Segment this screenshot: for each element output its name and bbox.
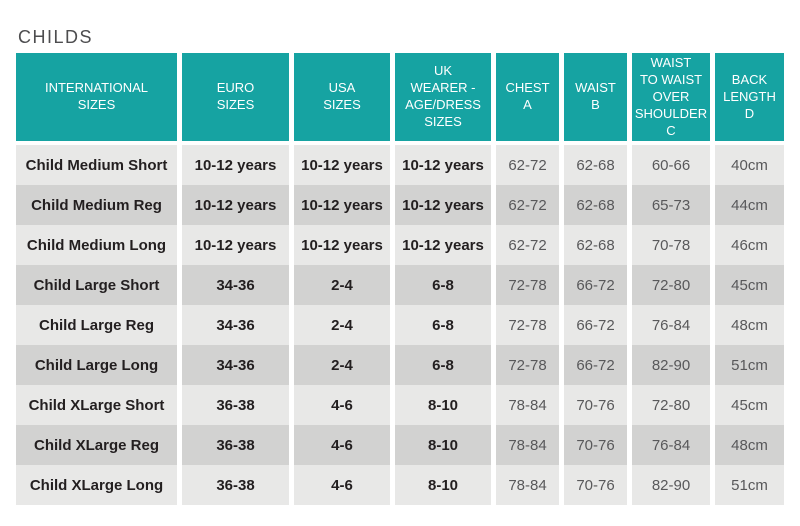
waist-cell: 70-76 — [559, 425, 627, 466]
back-length-cell: 48cm — [710, 305, 784, 346]
uk-size-cell: 8-10 — [390, 385, 491, 426]
chest-cell: 78-84 — [491, 465, 559, 506]
usa-size-cell: 10-12 years — [289, 185, 390, 226]
size-name-cell: Child Medium Long — [16, 225, 177, 266]
waist-to-waist-cell: 65-73 — [627, 185, 710, 226]
size-chart-table: INTERNATIONAL SIZES EURO SIZES USA SIZES… — [16, 53, 784, 506]
column-header-uk-wearer-sizes: UK WEARER - AGE/DRESS SIZES — [390, 53, 491, 146]
usa-size-cell: 4-6 — [289, 465, 390, 506]
page-title: CHILDS — [18, 27, 94, 47]
usa-size-cell: 2-4 — [289, 265, 390, 306]
uk-size-cell: 10-12 years — [390, 145, 491, 186]
euro-size-cell: 34-36 — [177, 345, 289, 386]
column-header-waist-to-waist-c: WAIST TO WAIST OVER SHOULDER C — [627, 53, 710, 146]
back-length-cell: 51cm — [710, 345, 784, 386]
waist-to-waist-cell: 72-80 — [627, 265, 710, 306]
column-header-euro-sizes: EURO SIZES — [177, 53, 289, 146]
table-row: Child XLarge Reg 36-38 4-6 8-10 78-84 70… — [16, 425, 784, 466]
chest-cell: 62-72 — [491, 145, 559, 186]
back-length-cell: 45cm — [710, 385, 784, 426]
table-row: Child XLarge Long 36-38 4-6 8-10 78-84 7… — [16, 465, 784, 506]
waist-cell: 62-68 — [559, 185, 627, 226]
uk-size-cell: 10-12 years — [390, 185, 491, 226]
table-row: Child Large Short 34-36 2-4 6-8 72-78 66… — [16, 265, 784, 306]
usa-size-cell: 2-4 — [289, 345, 390, 386]
chest-cell: 72-78 — [491, 305, 559, 346]
table-row: Child XLarge Short 36-38 4-6 8-10 78-84 … — [16, 385, 784, 426]
waist-to-waist-cell: 82-90 — [627, 345, 710, 386]
size-name-cell: Child XLarge Reg — [16, 425, 177, 466]
table-header-row: INTERNATIONAL SIZES EURO SIZES USA SIZES… — [16, 53, 784, 146]
waist-cell: 70-76 — [559, 465, 627, 506]
uk-size-cell: 6-8 — [390, 345, 491, 386]
table-row: Child Large Reg 34-36 2-4 6-8 72-78 66-7… — [16, 305, 784, 346]
size-name-cell: Child Large Short — [16, 265, 177, 306]
waist-cell: 62-68 — [559, 225, 627, 266]
waist-to-waist-cell: 72-80 — [627, 385, 710, 426]
usa-size-cell: 4-6 — [289, 385, 390, 426]
usa-size-cell: 2-4 — [289, 305, 390, 346]
chest-cell: 62-72 — [491, 225, 559, 266]
waist-to-waist-cell: 76-84 — [627, 305, 710, 346]
waist-cell: 70-76 — [559, 385, 627, 426]
euro-size-cell: 34-36 — [177, 305, 289, 346]
column-header-usa-sizes: USA SIZES — [289, 53, 390, 146]
size-name-cell: Child Medium Short — [16, 145, 177, 186]
euro-size-cell: 36-38 — [177, 425, 289, 466]
table-row: Child Medium Short 10-12 years 10-12 yea… — [16, 145, 784, 186]
uk-size-cell: 6-8 — [390, 305, 491, 346]
euro-size-cell: 10-12 years — [177, 145, 289, 186]
waist-to-waist-cell: 76-84 — [627, 425, 710, 466]
table-body: Child Medium Short 10-12 years 10-12 yea… — [16, 145, 784, 506]
back-length-cell: 51cm — [710, 465, 784, 506]
waist-cell: 66-72 — [559, 345, 627, 386]
column-header-chest-a: CHEST A — [491, 53, 559, 146]
waist-cell: 66-72 — [559, 265, 627, 306]
column-header-international-sizes: INTERNATIONAL SIZES — [16, 53, 177, 146]
back-length-cell: 40cm — [710, 145, 784, 186]
chest-cell: 62-72 — [491, 185, 559, 226]
chest-cell: 78-84 — [491, 385, 559, 426]
chest-cell: 72-78 — [491, 265, 559, 306]
table-row: Child Medium Long 10-12 years 10-12 year… — [16, 225, 784, 266]
waist-to-waist-cell: 82-90 — [627, 465, 710, 506]
usa-size-cell: 10-12 years — [289, 225, 390, 266]
size-name-cell: Child XLarge Short — [16, 385, 177, 426]
waist-cell: 62-68 — [559, 145, 627, 186]
euro-size-cell: 36-38 — [177, 465, 289, 506]
usa-size-cell: 10-12 years — [289, 145, 390, 186]
waist-to-waist-cell: 60-66 — [627, 145, 710, 186]
euro-size-cell: 10-12 years — [177, 225, 289, 266]
uk-size-cell: 6-8 — [390, 265, 491, 306]
chest-cell: 72-78 — [491, 345, 559, 386]
back-length-cell: 45cm — [710, 265, 784, 306]
size-name-cell: Child XLarge Long — [16, 465, 177, 506]
waist-to-waist-cell: 70-78 — [627, 225, 710, 266]
table-row: Child Large Long 34-36 2-4 6-8 72-78 66-… — [16, 345, 784, 386]
uk-size-cell: 8-10 — [390, 425, 491, 466]
euro-size-cell: 36-38 — [177, 385, 289, 426]
column-header-back-length-d: BACK LENGTH D — [710, 53, 784, 146]
back-length-cell: 48cm — [710, 425, 784, 466]
table-row: Child Medium Reg 10-12 years 10-12 years… — [16, 185, 784, 226]
size-name-cell: Child Medium Reg — [16, 185, 177, 226]
back-length-cell: 46cm — [710, 225, 784, 266]
back-length-cell: 44cm — [710, 185, 784, 226]
column-header-waist-b: WAIST B — [559, 53, 627, 146]
size-name-cell: Child Large Reg — [16, 305, 177, 346]
waist-cell: 66-72 — [559, 305, 627, 346]
usa-size-cell: 4-6 — [289, 425, 390, 466]
size-name-cell: Child Large Long — [16, 345, 177, 386]
uk-size-cell: 8-10 — [390, 465, 491, 506]
uk-size-cell: 10-12 years — [390, 225, 491, 266]
chest-cell: 78-84 — [491, 425, 559, 466]
euro-size-cell: 34-36 — [177, 265, 289, 306]
euro-size-cell: 10-12 years — [177, 185, 289, 226]
